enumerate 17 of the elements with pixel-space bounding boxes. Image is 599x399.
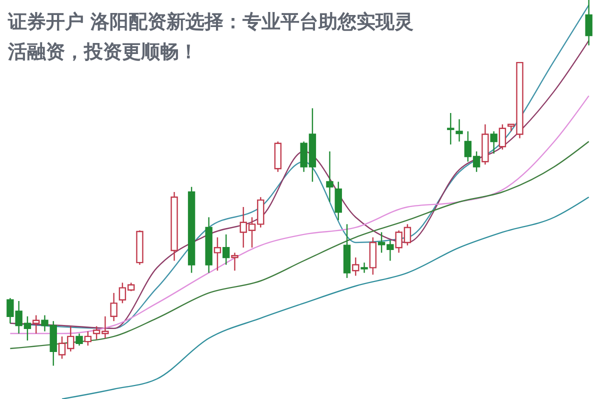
candlestick: [447, 112, 454, 146]
candlestick: [32, 314, 40, 334]
candlestick: [456, 118, 463, 142]
candlestick: [84, 330, 92, 346]
candlestick: [585, 0, 592, 46]
candlestick: [76, 332, 83, 346]
candlestick: [490, 130, 498, 154]
candlestick: [352, 256, 360, 276]
candlestick: [214, 236, 222, 272]
candlestick: [222, 234, 230, 266]
candlestick: [360, 262, 368, 274]
candlestick: [326, 150, 334, 202]
text: 证券开户 洛阳配资新选择：专业平台助您实现灵活融资，投资更顺畅！: [7, 11, 414, 63]
candlestick: [231, 252, 238, 272]
candlestick: [334, 181, 342, 221]
candlestick: [110, 292, 118, 322]
candlestick: [498, 124, 506, 150]
